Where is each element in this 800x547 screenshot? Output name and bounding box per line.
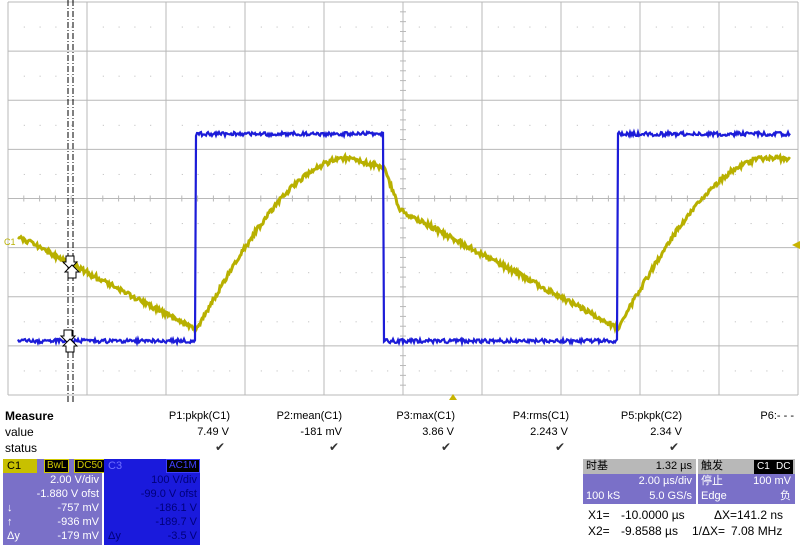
trigger-type: Edge (701, 489, 727, 504)
ch1-descriptor-box[interactable]: C1 BwL DC50 2.00 V/div -1.880 V ofst ↓ -7… (3, 459, 102, 545)
timebase-rate: 5.0 GS/s (649, 489, 692, 504)
measure-p2-value: -181 mV (300, 426, 342, 438)
ch1-delta: -179 mV (57, 529, 99, 543)
ch1-delta-label: Δy (7, 529, 20, 543)
ch3-delta: -3.5 V (168, 529, 197, 543)
cursor-x2-label: X2= (588, 524, 610, 538)
ch3-vdiv: 100 V/div (151, 473, 197, 487)
measure-p4-value: 2.243 V (530, 426, 568, 438)
cursor-dx-value: 141.2 ns (737, 508, 783, 522)
measure-p2-status-icon: ✔ (329, 440, 339, 454)
measure-p1-value: 7.49 V (197, 426, 229, 438)
measure-p5-status-icon: ✔ (669, 440, 679, 454)
measure-row-status-label: status (5, 441, 37, 455)
ch1-coupling-tag: DC50 (74, 459, 106, 473)
ch1-cursor1: -757 mV (57, 501, 99, 515)
ch1-name: C1 (7, 459, 21, 473)
ch3-cursor1: -186.1 V (155, 501, 197, 515)
measure-p4-name[interactable]: P4:rms(C1) (513, 410, 569, 422)
ch3-name: C3 (108, 459, 122, 473)
trigger-label: 触发 (701, 459, 723, 474)
cursor-x1-value: -10.0000 µs (621, 508, 685, 522)
measure-row-value-label: value (5, 425, 34, 439)
waveform-canvas[interactable]: C1 (0, 0, 800, 402)
timebase-samples: 100 kS (586, 489, 620, 504)
ch1-arrow-down-icon: ↓ (7, 501, 13, 515)
measure-p3-name[interactable]: P3:max(C1) (396, 410, 455, 422)
cursor-inv-value: 7.08 MHz (731, 524, 782, 538)
trigger-box[interactable]: 触发 C1 DC 停止 100 mV Edge 负 (698, 459, 795, 504)
trigger-slope: 负 (780, 489, 791, 504)
trigger-level: 100 mV (753, 474, 791, 489)
ch1-offset: -1.880 V ofst (37, 487, 99, 501)
measure-p5-value: 2.34 V (650, 426, 682, 438)
ch1-bwl-tag: BwL (44, 459, 69, 473)
ch3-delta-label: Δy (108, 529, 121, 543)
cursor-x2-value: -9.8588 µs (621, 524, 678, 538)
measure-p5-name[interactable]: P5:pkpk(C2) (621, 410, 682, 422)
ch1-cursor2: -936 mV (57, 515, 99, 529)
cursor-inv-label: 1/ΔX= (692, 524, 725, 538)
trigger-mode: 停止 (701, 474, 723, 489)
measure-p2-name[interactable]: P2:mean(C1) (277, 410, 342, 422)
ch1-arrow-up-icon: ↑ (7, 515, 13, 529)
ch1-ground-marker: C1 (4, 237, 16, 247)
measure-p3-status-icon: ✔ (441, 440, 451, 454)
timebase-box[interactable]: 时基 1.32 µs 2.00 µs/div 100 kS 5.0 GS/s (583, 459, 696, 504)
measure-p1-name[interactable]: P1:pkpk(C1) (169, 410, 230, 422)
ch3-cursor2: -189.7 V (155, 515, 197, 529)
measure-p4-status-icon: ✔ (555, 440, 565, 454)
cursor-x1-label: X1= (588, 508, 610, 522)
timebase-tdiv: 2.00 µs/div (639, 474, 692, 489)
measure-title: Measure (5, 409, 54, 423)
trigger-coupling-tag: DC (773, 460, 793, 474)
measure-p1-status-icon: ✔ (215, 440, 225, 454)
measure-p6-name[interactable]: P6:- - - (760, 410, 794, 422)
measure-p3-value: 3.86 V (422, 426, 454, 438)
ch3-descriptor-box[interactable]: C3 AC1M 100 V/div -99.0 V ofst -186.1 V … (104, 459, 200, 545)
timebase-delay: 1.32 µs (656, 459, 692, 474)
cursor-dx-label: ΔX= (714, 508, 737, 522)
trigger-source-tag: C1 (754, 460, 773, 474)
ch1-vdiv: 2.00 V/div (50, 473, 99, 487)
ch3-coupling-tag: AC1M (166, 459, 200, 473)
waveform-display[interactable]: C1 (0, 0, 800, 402)
ch3-offset: -99.0 V ofst (141, 487, 197, 501)
timebase-label: 时基 (586, 459, 608, 474)
